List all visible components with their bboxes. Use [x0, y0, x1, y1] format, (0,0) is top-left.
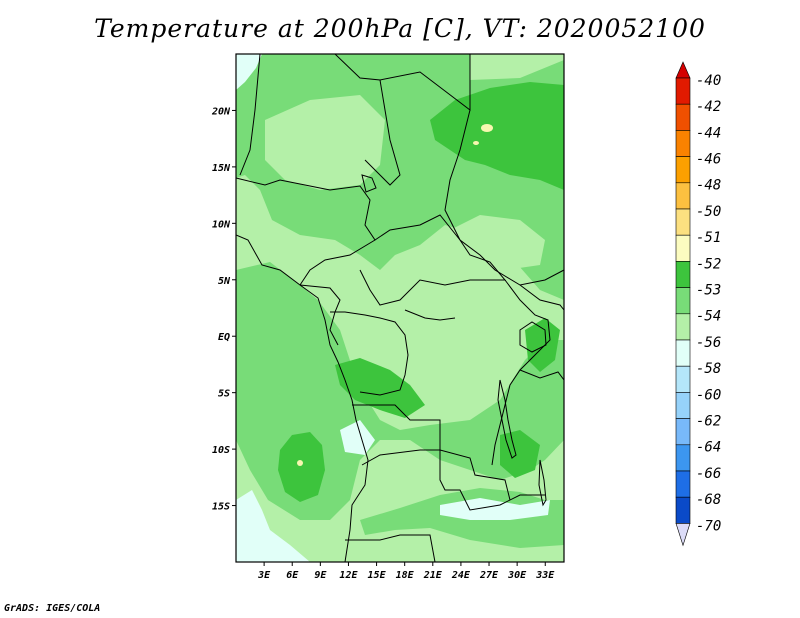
credit-label: GrADS: IGES/COLA: [4, 603, 101, 614]
legend-label: -64: [696, 440, 721, 456]
lon-tick-label: 21E: [423, 570, 443, 581]
lake-tanganyika: [497, 379, 517, 459]
lat-tick-label: EQ: [218, 332, 230, 343]
legend-label: -53: [696, 283, 721, 299]
color-legend: -40 -42 -44 -46 -48 -50 -51 -52 -53 -54 -56 -58 -60 -…: [675, 61, 721, 547]
legend-label: -51: [696, 230, 721, 246]
legend-swatch: [675, 418, 691, 446]
map-title: Temperature at 200hPa [C], VT: 202005210…: [94, 14, 706, 43]
legend-label: -48: [696, 178, 721, 194]
lon-tick-label: 9E: [314, 570, 327, 581]
lat-tick-label: 20N: [211, 106, 231, 117]
field-spot-51-south: [297, 460, 303, 466]
legend-label: -60: [696, 387, 721, 403]
legend-label: -40: [696, 73, 721, 89]
legend-label: -56: [696, 335, 721, 351]
lon-tick-label: 27E: [479, 570, 499, 581]
legend-label: -66: [696, 466, 721, 482]
border-niger-chad: [334, 54, 401, 186]
temperature-field: [236, 54, 564, 562]
legend-swatch: [675, 496, 691, 524]
field-spot-51-north: [481, 124, 493, 132]
border-namibia: [345, 534, 436, 562]
lon-tick-label: 24E: [451, 570, 471, 581]
lat-tick-label: 10N: [212, 219, 231, 230]
field-region-52-northeast: [430, 82, 564, 190]
field-region-52-congo: [335, 358, 425, 418]
lake-victoria: [519, 321, 547, 353]
border-sudan-east: [444, 109, 564, 286]
legend-swatch: [675, 287, 691, 315]
border-drc-east: [491, 279, 551, 466]
lat-tick-label: 10S: [212, 445, 230, 456]
legend-label: -62: [696, 414, 721, 430]
lake-chad: [361, 174, 377, 193]
legend-swatch: [675, 234, 691, 262]
border-nigeria-west: [239, 54, 261, 176]
coastline-west: [236, 234, 369, 562]
country-borders: [236, 54, 564, 562]
legend-swatch: [675, 130, 691, 157]
border-tanzania: [519, 369, 564, 381]
lon-tick-label: 33E: [535, 570, 555, 581]
legend-swatch: [675, 156, 691, 184]
lon-tick-label: 6E: [286, 570, 299, 581]
field-region-52-southwest: [278, 432, 325, 502]
legend-swatch: [675, 470, 691, 498]
legend-label: -68: [696, 492, 721, 508]
legend-swatch: [675, 365, 691, 393]
legend-label: -52: [696, 256, 721, 272]
field-spot-51-north-small: [473, 141, 479, 145]
legend-swatch: [675, 313, 691, 341]
lat-tick-label: 15S: [212, 502, 230, 513]
field-region-56-center: [340, 420, 375, 455]
border-nigeria-cameroon: [236, 177, 376, 286]
border-chad-sudan: [379, 54, 471, 112]
legend-swatch: [675, 339, 691, 367]
legend-swatch: [675, 77, 691, 105]
longitude-axis: 3E 6E 9E 12E 15E 18E 21E 24E 27E 30E 33E: [257, 562, 555, 581]
legend-swatch: [675, 208, 691, 236]
field-region-52-lake: [500, 430, 540, 478]
lat-tick-label: 15N: [212, 163, 231, 174]
border-zambia: [361, 449, 545, 511]
field-region-52-east: [525, 318, 560, 372]
legend-label: -46: [696, 152, 721, 168]
lat-tick-label: 5N: [218, 276, 231, 287]
legend-swatch: [675, 261, 691, 288]
legend-label: -50: [696, 204, 721, 220]
lon-tick-label: 3E: [257, 570, 271, 581]
legend-swatch: [675, 392, 691, 419]
border-gabon: [299, 284, 341, 346]
legend-label: -42: [696, 99, 721, 115]
field-region-56-southwest: [236, 490, 310, 562]
legend-arrow-bottom: [675, 523, 691, 547]
field-region-56-southeast: [440, 498, 550, 520]
river-congo: [404, 309, 456, 321]
lon-tick-label: 30E: [507, 570, 527, 581]
map-frame: [235, 53, 565, 563]
field-region-56-westcoast: [236, 54, 262, 90]
latitude-axis: 20N 15N 10N 5N EQ 5S 10S 15S: [211, 106, 236, 513]
field-patch-54-central: [420, 285, 500, 375]
legend-label: -44: [696, 125, 721, 141]
legend-label: -58: [696, 361, 721, 377]
legend-label: -54: [696, 309, 721, 325]
lat-tick-label: 5S: [218, 389, 230, 400]
legend-swatch: [675, 103, 691, 131]
legend-swatch: [675, 444, 691, 472]
legend-label: -70: [696, 518, 721, 534]
legend-swatch: [675, 182, 691, 210]
lake-malawi: [538, 459, 547, 507]
lon-tick-label: 18E: [396, 570, 415, 581]
legend-arrow-top: [675, 61, 691, 79]
lon-tick-label: 12E: [339, 570, 358, 581]
lon-tick-label: 15E: [368, 570, 387, 581]
border-congo-drc: [330, 311, 409, 396]
field-patch-54-north: [265, 95, 385, 190]
border-south-sudan-uganda: [519, 284, 564, 311]
